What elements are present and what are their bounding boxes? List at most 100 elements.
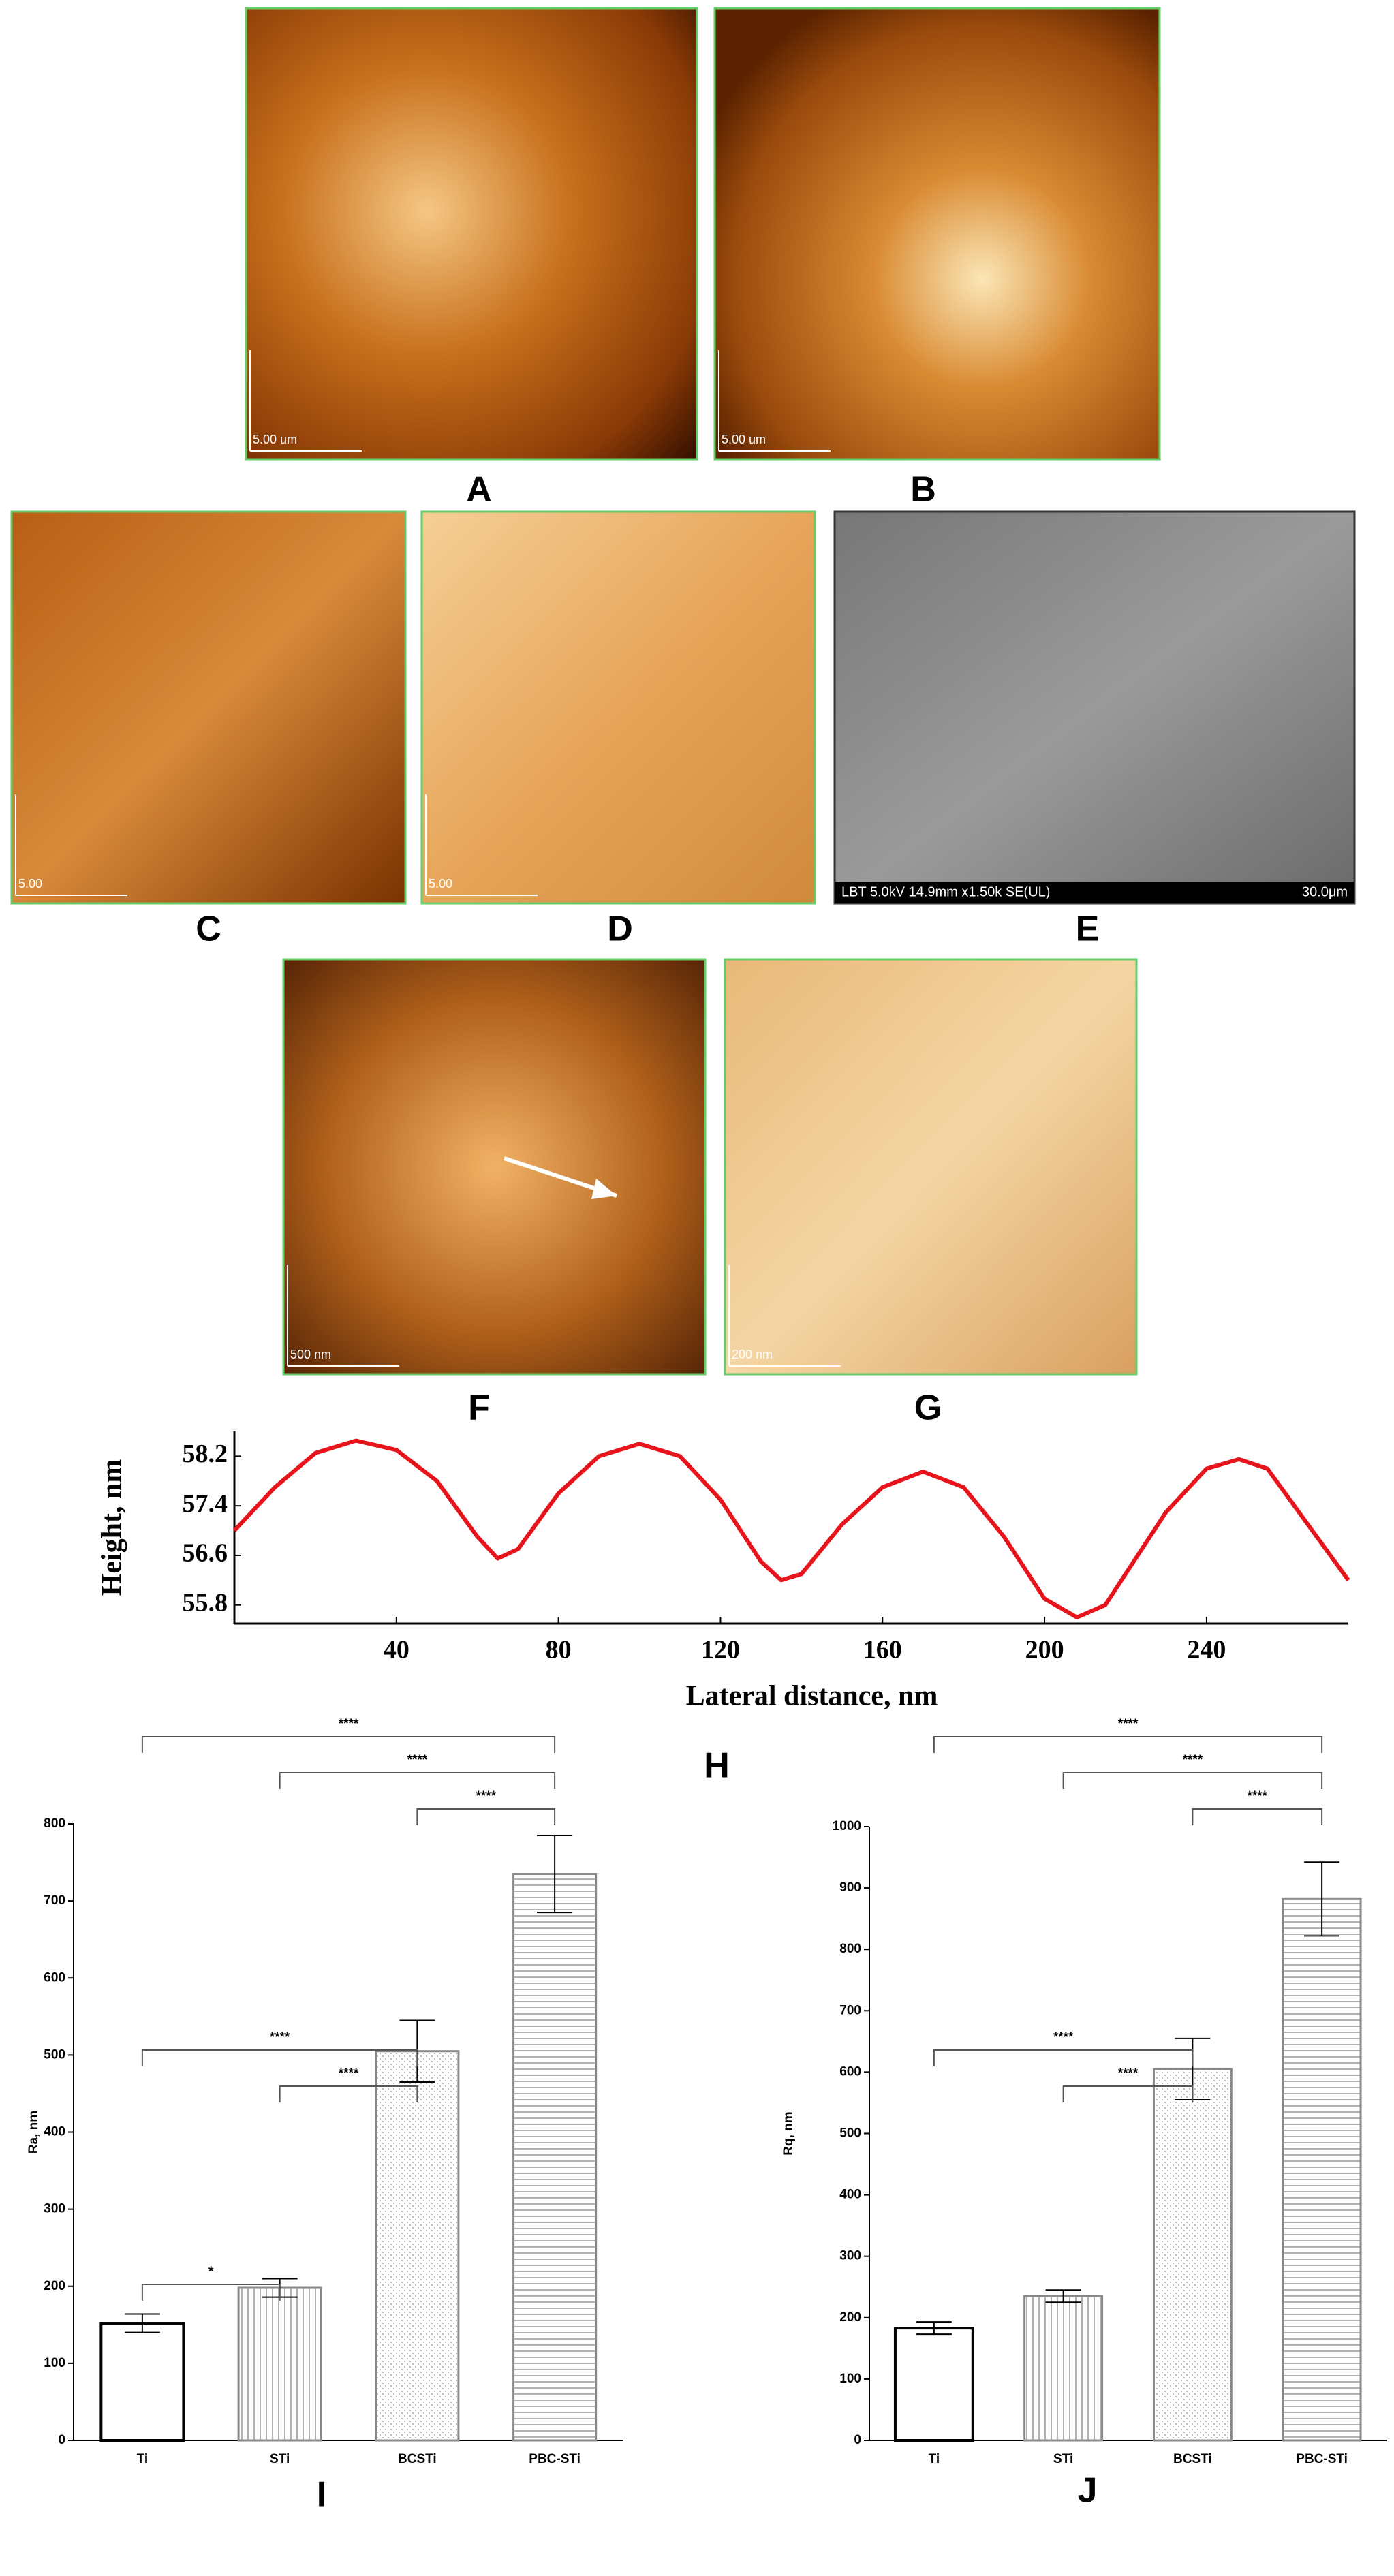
y-axis-title: Ra, nm (27, 2111, 41, 2154)
x-tick-label: BCSTi (1173, 2452, 1212, 2466)
significance-bracket (141, 1736, 556, 1753)
micrograph (420, 510, 816, 905)
y-tick-label: 900 (839, 1880, 861, 1895)
y-tick-label: 400 (839, 2188, 861, 2202)
error-bar (916, 2321, 952, 2336)
significance-label: **** (407, 1753, 428, 1767)
scale-bar-label: 5.00 (429, 877, 452, 890)
y-tick-label: 58.2 (183, 1440, 228, 1468)
significance-label: **** (339, 1717, 359, 1731)
significance-label: **** (1118, 2066, 1139, 2081)
significance-bracket (1062, 1772, 1323, 1789)
bar (1023, 2295, 1104, 2442)
micrograph (245, 7, 698, 461)
significance-label: * (208, 2265, 214, 2279)
y-tick-label: 200 (839, 2310, 861, 2325)
y-tick-label: 100 (44, 2356, 65, 2370)
y-tick-label: 300 (44, 2202, 65, 2216)
scale-bar-label: 500 nm (290, 1348, 331, 1361)
error-bar (1304, 1861, 1340, 1937)
y-tick-label: 600 (839, 2064, 861, 2079)
y-axis-title: Height, nm (97, 1459, 128, 1596)
panel-label: E (1076, 910, 1100, 949)
bar (1152, 2068, 1233, 2442)
significance-bracket (933, 2049, 1194, 2066)
scale-bar-label: 30.0μm (1302, 884, 1348, 899)
x-tick-label: STi (270, 2452, 290, 2466)
y-tick-label: 55.8 (183, 1588, 228, 1617)
bar (1282, 1897, 1362, 2442)
panel-label: C (196, 910, 221, 949)
error-bar (124, 2313, 160, 2333)
significance-label: **** (1183, 1753, 1203, 1767)
x-tick-label: PBC-STi (1296, 2452, 1348, 2466)
panel-label: D (607, 910, 633, 949)
y-tick-label: 600 (44, 1970, 65, 1985)
panel-label: F (468, 1388, 490, 1428)
significance-bracket (141, 2284, 281, 2301)
significance-bracket (279, 2085, 418, 2102)
line (232, 1438, 1350, 1619)
panel-label: I (317, 2475, 326, 2515)
y-tick-label: 800 (839, 1942, 861, 1956)
micrograph (713, 7, 1161, 461)
y-tick-label: 700 (839, 2003, 861, 2017)
error-bar (537, 1834, 573, 1914)
bar (375, 2050, 460, 2442)
scale-bar-label: 5.00 um (722, 433, 766, 446)
panel-label: J (1078, 2471, 1098, 2511)
y-tick-label: 500 (839, 2126, 861, 2141)
error-bar (1045, 2289, 1081, 2303)
x-tick-label: BCSTi (398, 2452, 437, 2466)
significance-label: **** (270, 2030, 290, 2045)
scale-bar-label: 5.00 um (253, 433, 297, 446)
x-tick-label: 160 (863, 1636, 902, 1664)
scale-bar-label: 5.00 (18, 877, 42, 890)
panel-label: A (466, 470, 492, 510)
significance-bracket (416, 1808, 556, 1825)
significance-label: **** (1118, 1717, 1139, 1731)
significance-label: **** (339, 2066, 359, 2081)
y-tick-label: 57.4 (183, 1489, 228, 1518)
y-tick-label: 400 (44, 2125, 65, 2139)
sem-caption: LBT 5.0kV 14.9mm x1.50k SE(UL) (841, 884, 1050, 899)
x-tick-label: 80 (546, 1636, 572, 1664)
y-tick-label: 0 (854, 2433, 861, 2447)
y-tick-label: 1000 (833, 1819, 861, 1833)
panel-label: G (914, 1388, 942, 1428)
x-tick-label: STi (1053, 2452, 1073, 2466)
micrograph (724, 958, 1138, 1376)
y-tick-label: 700 (44, 1893, 65, 1908)
significance-bracket (141, 2049, 418, 2066)
panel-label: B (910, 470, 936, 510)
x-tick-label: PBC-STi (529, 2452, 580, 2466)
x-tick-label: 200 (1025, 1636, 1064, 1664)
y-tick-label: 0 (58, 2433, 65, 2447)
x-axis-title: Lateral distance, nm (686, 1681, 938, 1712)
y-axis-title: Rq, nm (781, 2111, 796, 2155)
bar (893, 2327, 974, 2442)
info-bar (835, 882, 1354, 903)
y-tick-label: 200 (44, 2279, 65, 2293)
x-tick-label: 120 (701, 1636, 740, 1664)
significance-bracket (279, 1772, 556, 1789)
bar (99, 2322, 185, 2442)
panel-label: H (704, 1746, 730, 1786)
y-tick-label: 100 (839, 2372, 861, 2386)
significance-bracket (1192, 1808, 1323, 1825)
x-tick-label: Ti (929, 2452, 940, 2466)
significance-bracket (933, 1736, 1323, 1753)
scale-bar-label: 200 nm (732, 1348, 773, 1361)
y-tick-label: 56.6 (183, 1539, 228, 1568)
micrograph (282, 958, 707, 1376)
significance-label: **** (1247, 1789, 1267, 1803)
significance-label: **** (476, 1789, 496, 1803)
x-tick-label: 40 (384, 1636, 409, 1664)
bar (512, 1873, 598, 2442)
significance-label: **** (1053, 2030, 1074, 2045)
y-tick-label: 800 (44, 1816, 65, 1831)
micrograph (10, 510, 407, 905)
y-tick-label: 300 (839, 2249, 861, 2263)
y-tick-label: 500 (44, 2047, 65, 2062)
